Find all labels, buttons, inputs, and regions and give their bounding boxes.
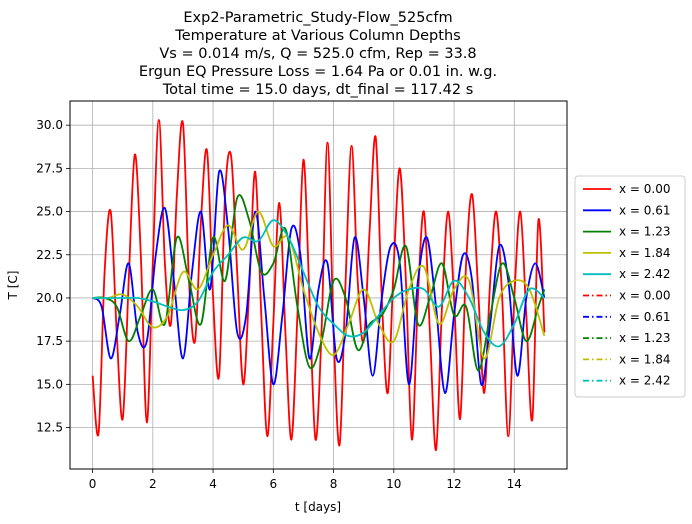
y-tick-label: 25.0 <box>36 205 63 219</box>
title-line-2: Temperature at Various Column Depths <box>174 28 460 44</box>
x-tick-label: 10 <box>386 477 401 491</box>
y-axis-ticks: 12.5 15.0 17.5 20.0 22.5 25.0 27.5 30.0 <box>36 118 70 435</box>
y-tick-label: 17.5 <box>36 334 63 348</box>
y-tick-label: 22.5 <box>36 248 63 262</box>
x-tick-label: 0 <box>89 477 97 491</box>
x-tick-label: 4 <box>209 477 217 491</box>
legend-entry-label: x = 0.61 <box>619 203 671 217</box>
legend-entry-label: x = 0.61 <box>619 310 671 324</box>
title-line-3: Vs = 0.014 m/s, Q = 525.0 cfm, Rep = 33.… <box>159 46 476 62</box>
legend-entry-label: x = 0.00 <box>619 182 671 196</box>
x-tick-label: 12 <box>446 477 461 491</box>
series-line-1 <box>91 169 546 394</box>
y-tick-label: 30.0 <box>36 118 63 132</box>
x-tick-label: 14 <box>507 477 522 491</box>
x-tick-label: 8 <box>330 477 338 491</box>
legend-entry-label: x = 2.42 <box>619 374 671 388</box>
x-tick-label: 2 <box>149 477 157 491</box>
legend: x = 0.00 x = 0.61 x = 1.23 x = 1.84 x = 2.42… <box>574 175 686 398</box>
title-line-1: Exp2-Parametric_Study-Flow_525cfm <box>183 10 452 26</box>
plot-area-frame <box>69 100 568 470</box>
x-axis-label: t [days] <box>295 500 341 514</box>
legend-entry-label: x = 1.84 <box>619 246 671 260</box>
x-tick-label: 6 <box>269 477 277 491</box>
y-tick-label: 12.5 <box>36 421 63 435</box>
series-line-4 <box>92 219 545 348</box>
legend-entry-label: x = 1.84 <box>619 352 671 366</box>
y-tick-label: 20.0 <box>36 291 63 305</box>
x-axis-ticks: 0 2 4 6 8 10 12 14 <box>89 469 522 491</box>
legend-entry-label: x = 0.00 <box>619 289 671 303</box>
y-axis-label: T [C] <box>6 271 20 301</box>
series-line-0 <box>91 119 546 451</box>
title-line-5: Total time = 15.0 days, dt_final = 117.4… <box>162 82 474 98</box>
y-tick-label: 27.5 <box>36 161 63 175</box>
grid <box>70 101 567 469</box>
series-line-3 <box>92 210 546 360</box>
legend-entry-label: x = 1.23 <box>619 331 671 345</box>
chart-title: Exp2-Parametric_Study-Flow_525cfm Temper… <box>139 10 497 98</box>
series-lines <box>91 119 546 451</box>
legend-entry-label: x = 1.23 <box>619 225 671 239</box>
series-line-2 <box>92 194 546 372</box>
legend-entry-label: x = 2.42 <box>619 267 671 281</box>
y-tick-label: 15.0 <box>36 377 63 391</box>
title-line-4: Ergun EQ Pressure Loss = 1.64 Pa or 0.01… <box>139 64 497 80</box>
